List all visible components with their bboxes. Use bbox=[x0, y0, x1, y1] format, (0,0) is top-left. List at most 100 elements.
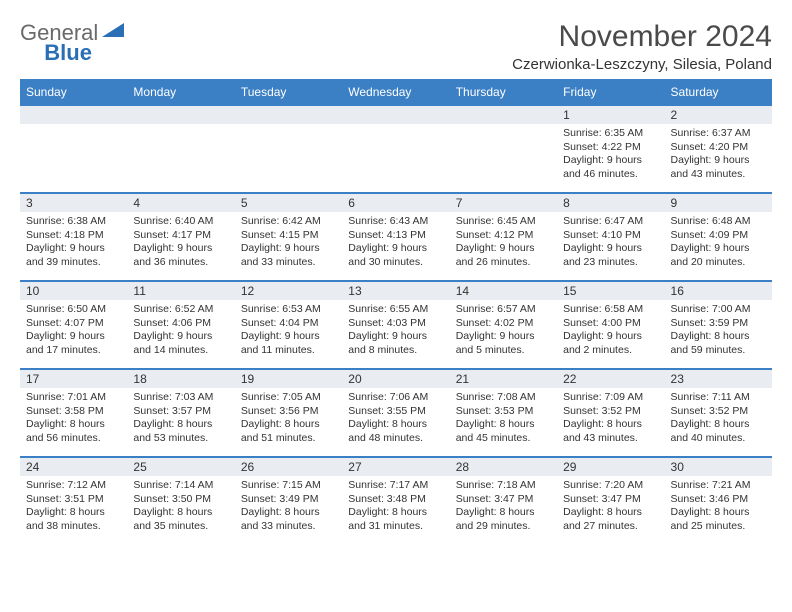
daylight-text: Daylight: 8 hours and 38 minutes. bbox=[26, 506, 121, 533]
calendar-day-cell: 7Sunrise: 6:45 AMSunset: 4:12 PMDaylight… bbox=[450, 193, 557, 281]
calendar-day-cell bbox=[127, 105, 234, 193]
sunset-text: Sunset: 4:02 PM bbox=[456, 317, 551, 331]
day-details: Sunrise: 7:15 AMSunset: 3:49 PMDaylight:… bbox=[235, 476, 342, 538]
day-details: Sunrise: 7:20 AMSunset: 3:47 PMDaylight:… bbox=[557, 476, 664, 538]
weekday-header-row: SundayMondayTuesdayWednesdayThursdayFrid… bbox=[20, 80, 772, 106]
sunset-text: Sunset: 3:51 PM bbox=[26, 493, 121, 507]
daylight-text: Daylight: 9 hours and 36 minutes. bbox=[133, 242, 228, 269]
day-number: 28 bbox=[450, 458, 557, 476]
day-details: Sunrise: 6:35 AMSunset: 4:22 PMDaylight:… bbox=[557, 124, 664, 186]
daylight-text: Daylight: 9 hours and 20 minutes. bbox=[671, 242, 766, 269]
sunrise-text: Sunrise: 6:38 AM bbox=[26, 215, 121, 229]
sunset-text: Sunset: 4:07 PM bbox=[26, 317, 121, 331]
day-details: Sunrise: 6:42 AMSunset: 4:15 PMDaylight:… bbox=[235, 212, 342, 274]
sunrise-text: Sunrise: 7:01 AM bbox=[26, 391, 121, 405]
day-details: Sunrise: 6:53 AMSunset: 4:04 PMDaylight:… bbox=[235, 300, 342, 362]
calendar-week-row: 3Sunrise: 6:38 AMSunset: 4:18 PMDaylight… bbox=[20, 193, 772, 281]
sunset-text: Sunset: 3:53 PM bbox=[456, 405, 551, 419]
day-details: Sunrise: 7:01 AMSunset: 3:58 PMDaylight:… bbox=[20, 388, 127, 450]
sunrise-text: Sunrise: 6:37 AM bbox=[671, 127, 766, 141]
calendar-day-cell: 18Sunrise: 7:03 AMSunset: 3:57 PMDayligh… bbox=[127, 369, 234, 457]
day-details: Sunrise: 6:43 AMSunset: 4:13 PMDaylight:… bbox=[342, 212, 449, 274]
daylight-text: Daylight: 8 hours and 43 minutes. bbox=[563, 418, 658, 445]
daylight-text: Daylight: 8 hours and 45 minutes. bbox=[456, 418, 551, 445]
calendar-day-cell: 9 Sunrise: 6:48 AMSunset: 4:09 PMDaylight… bbox=[665, 193, 772, 281]
sunset-text: Sunset: 3:52 PM bbox=[671, 405, 766, 419]
day-details: Sunrise: 7:00 AMSunset: 3:59 PMDaylight:… bbox=[665, 300, 772, 362]
daylight-text: Daylight: 8 hours and 33 minutes. bbox=[241, 506, 336, 533]
sunset-text: Sunset: 4:03 PM bbox=[348, 317, 443, 331]
calendar-day-cell: 15Sunrise: 6:58 AMSunset: 4:00 PMDayligh… bbox=[557, 281, 664, 369]
day-number: 15 bbox=[557, 282, 664, 300]
day-details: Sunrise: 7:03 AMSunset: 3:57 PMDaylight:… bbox=[127, 388, 234, 450]
day-number: 25 bbox=[127, 458, 234, 476]
daylight-text: Daylight: 9 hours and 11 minutes. bbox=[241, 330, 336, 357]
sunrise-text: Sunrise: 7:12 AM bbox=[26, 479, 121, 493]
calendar-day-cell bbox=[20, 105, 127, 193]
day-number: 7 bbox=[450, 194, 557, 212]
daylight-text: Daylight: 9 hours and 23 minutes. bbox=[563, 242, 658, 269]
sunrise-text: Sunrise: 6:53 AM bbox=[241, 303, 336, 317]
sunset-text: Sunset: 3:49 PM bbox=[241, 493, 336, 507]
calendar-day-cell: 2Sunrise: 6:37 AMSunset: 4:20 PMDaylight… bbox=[665, 105, 772, 193]
sunrise-text: Sunrise: 7:20 AM bbox=[563, 479, 658, 493]
day-number: 23 bbox=[665, 370, 772, 388]
sunset-text: Sunset: 4:00 PM bbox=[563, 317, 658, 331]
calendar-day-cell: 17Sunrise: 7:01 AMSunset: 3:58 PMDayligh… bbox=[20, 369, 127, 457]
day-number: 3 bbox=[20, 194, 127, 212]
day-number: 9 bbox=[665, 194, 772, 212]
daylight-text: Daylight: 9 hours and 30 minutes. bbox=[348, 242, 443, 269]
sunrise-text: Sunrise: 7:14 AM bbox=[133, 479, 228, 493]
calendar-day-cell: 21Sunrise: 7:08 AMSunset: 3:53 PMDayligh… bbox=[450, 369, 557, 457]
day-details: Sunrise: 6:50 AMSunset: 4:07 PMDaylight:… bbox=[20, 300, 127, 362]
day-details: Sunrise: 6:55 AMSunset: 4:03 PMDaylight:… bbox=[342, 300, 449, 362]
sunrise-text: Sunrise: 7:21 AM bbox=[671, 479, 766, 493]
sunset-text: Sunset: 4:04 PM bbox=[241, 317, 336, 331]
sunrise-text: Sunrise: 7:06 AM bbox=[348, 391, 443, 405]
day-details: Sunrise: 7:05 AMSunset: 3:56 PMDaylight:… bbox=[235, 388, 342, 450]
calendar-body: 1Sunrise: 6:35 AMSunset: 4:22 PMDaylight… bbox=[20, 105, 772, 545]
sunset-text: Sunset: 3:46 PM bbox=[671, 493, 766, 507]
sunrise-text: Sunrise: 6:58 AM bbox=[563, 303, 658, 317]
sunrise-text: Sunrise: 6:48 AM bbox=[671, 215, 766, 229]
month-title: November 2024 bbox=[512, 20, 772, 54]
calendar-day-cell: 23Sunrise: 7:11 AMSunset: 3:52 PMDayligh… bbox=[665, 369, 772, 457]
sunrise-text: Sunrise: 7:09 AM bbox=[563, 391, 658, 405]
daylight-text: Daylight: 8 hours and 40 minutes. bbox=[671, 418, 766, 445]
day-details: Sunrise: 7:12 AMSunset: 3:51 PMDaylight:… bbox=[20, 476, 127, 538]
day-details: Sunrise: 6:58 AMSunset: 4:00 PMDaylight:… bbox=[557, 300, 664, 362]
daylight-text: Daylight: 8 hours and 53 minutes. bbox=[133, 418, 228, 445]
daylight-text: Daylight: 9 hours and 14 minutes. bbox=[133, 330, 228, 357]
daylight-text: Daylight: 9 hours and 33 minutes. bbox=[241, 242, 336, 269]
daylight-text: Daylight: 9 hours and 39 minutes. bbox=[26, 242, 121, 269]
day-details: Sunrise: 7:09 AMSunset: 3:52 PMDaylight:… bbox=[557, 388, 664, 450]
sunset-text: Sunset: 3:58 PM bbox=[26, 405, 121, 419]
title-block: November 2024 Czerwionka-Leszczyny, Sile… bbox=[512, 20, 772, 73]
calendar-day-cell: 19Sunrise: 7:05 AMSunset: 3:56 PMDayligh… bbox=[235, 369, 342, 457]
sunset-text: Sunset: 4:17 PM bbox=[133, 229, 228, 243]
sunset-text: Sunset: 4:09 PM bbox=[671, 229, 766, 243]
day-number: 16 bbox=[665, 282, 772, 300]
calendar-day-cell: 24Sunrise: 7:12 AMSunset: 3:51 PMDayligh… bbox=[20, 457, 127, 545]
calendar-week-row: 1Sunrise: 6:35 AMSunset: 4:22 PMDaylight… bbox=[20, 105, 772, 193]
daylight-text: Daylight: 9 hours and 2 minutes. bbox=[563, 330, 658, 357]
day-details: Sunrise: 7:14 AMSunset: 3:50 PMDaylight:… bbox=[127, 476, 234, 538]
day-details: Sunrise: 6:38 AMSunset: 4:18 PMDaylight:… bbox=[20, 212, 127, 274]
calendar-head: SundayMondayTuesdayWednesdayThursdayFrid… bbox=[20, 80, 772, 106]
sunrise-text: Sunrise: 7:17 AM bbox=[348, 479, 443, 493]
sunset-text: Sunset: 4:13 PM bbox=[348, 229, 443, 243]
day-number: 10 bbox=[20, 282, 127, 300]
daylight-text: Daylight: 8 hours and 25 minutes. bbox=[671, 506, 766, 533]
weekday-header: Friday bbox=[557, 80, 664, 106]
sunrise-text: Sunrise: 7:18 AM bbox=[456, 479, 551, 493]
sunrise-text: Sunrise: 6:45 AM bbox=[456, 215, 551, 229]
sunset-text: Sunset: 4:12 PM bbox=[456, 229, 551, 243]
daylight-text: Daylight: 8 hours and 29 minutes. bbox=[456, 506, 551, 533]
calendar-day-cell: 12Sunrise: 6:53 AMSunset: 4:04 PMDayligh… bbox=[235, 281, 342, 369]
calendar-day-cell: 8Sunrise: 6:47 AMSunset: 4:10 PMDaylight… bbox=[557, 193, 664, 281]
day-details: Sunrise: 6:57 AMSunset: 4:02 PMDaylight:… bbox=[450, 300, 557, 362]
calendar-page: General Blue November 2024 Czerwionka-Le… bbox=[0, 0, 792, 555]
sunrise-text: Sunrise: 6:35 AM bbox=[563, 127, 658, 141]
sunset-text: Sunset: 3:47 PM bbox=[456, 493, 551, 507]
day-details: Sunrise: 6:37 AMSunset: 4:20 PMDaylight:… bbox=[665, 124, 772, 186]
